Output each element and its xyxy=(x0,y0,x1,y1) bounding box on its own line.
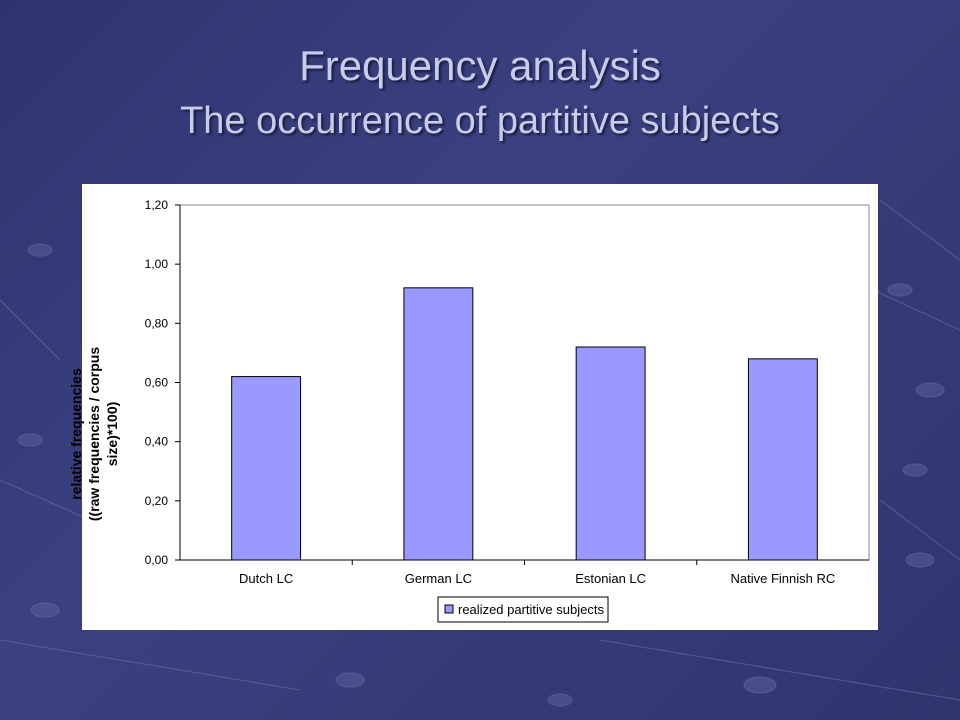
chart-panel: relative frequencies ((raw frequencies /… xyxy=(68,184,878,630)
y-tick-label: 0,80 xyxy=(145,316,169,330)
y-tick-label: 0,20 xyxy=(145,494,169,508)
bar-chart: 0,00 0,20 0,40 0,60 0,80 1,00 1,20 Dutch LC Germ… xyxy=(145,198,870,623)
bar xyxy=(403,287,474,561)
slide-subtitle: The occurrence of partitive subjects xyxy=(180,100,780,142)
bar xyxy=(575,346,646,561)
y-tick-label: 1,00 xyxy=(145,257,169,271)
legend-label: realized partitive subjects xyxy=(458,602,604,617)
y-tick-label: 0,60 xyxy=(145,376,169,390)
x-tick-label: Native Finnish RC xyxy=(730,571,835,586)
slide-title: Frequency analysis xyxy=(299,42,661,89)
x-tick-label: Estonian LC xyxy=(575,571,646,586)
y-tick-label: 1,20 xyxy=(145,198,169,212)
bar xyxy=(231,376,302,561)
bar xyxy=(747,358,818,561)
legend-box xyxy=(437,596,609,623)
legend-swatch xyxy=(444,604,454,614)
x-tick-label: Dutch LC xyxy=(239,571,293,586)
y-tick-label: 0,00 xyxy=(145,553,169,567)
y-tick-label: 0,40 xyxy=(145,435,169,449)
x-tick-label: German LC xyxy=(405,571,472,586)
